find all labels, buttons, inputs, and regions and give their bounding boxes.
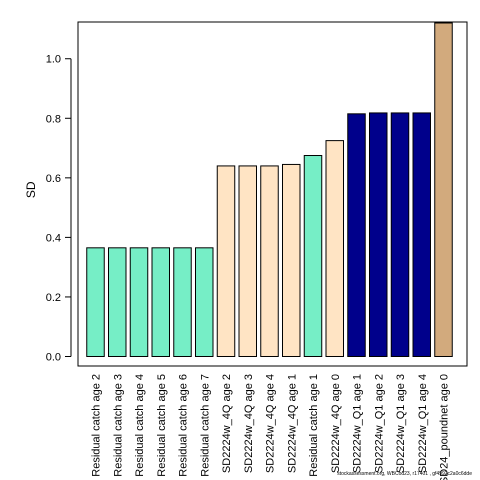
bar — [238, 165, 257, 357]
bar — [151, 247, 170, 357]
bar — [260, 165, 279, 357]
bar — [412, 112, 431, 358]
x-tick-label: SD2224w_Q1 age 3 — [395, 374, 407, 473]
x-tick-label: Residual catch age 6 — [178, 374, 190, 477]
bar — [129, 247, 149, 357]
y-tick-label: 0.8 — [46, 113, 61, 125]
x-tick-label: SD2224w_4Q age 4 — [265, 374, 277, 473]
x-tick-label: Residual catch age 5 — [156, 374, 168, 477]
y-tick-label: 0.6 — [46, 173, 61, 185]
x-tick-label: SD2224w_4Q age 0 — [330, 374, 342, 473]
x-tick-label: Residual catch age 3 — [112, 374, 124, 477]
bar — [108, 247, 127, 357]
bar — [216, 165, 236, 357]
x-tick-label: SD2224w_Q1 age 4 — [417, 374, 429, 473]
x-tick-label: SD2224w_4Q age 1 — [286, 374, 298, 473]
bar — [325, 140, 344, 357]
x-tick-label: SD2224w_Q1 age 2 — [373, 374, 385, 473]
y-tick-label: 0.4 — [46, 232, 61, 244]
bar — [86, 247, 105, 357]
x-tick-label: Residual catch age 4 — [134, 374, 146, 477]
x-tick-label: Residual catch age 2 — [91, 374, 103, 477]
y-tick-label: 0.2 — [46, 292, 61, 304]
bar — [369, 112, 388, 358]
bar — [303, 155, 323, 357]
footer-caption: stockassessment.org, WBCod23, r17401 , g… — [337, 471, 472, 477]
bars-group — [86, 22, 453, 358]
y-tick-label: 1.0 — [46, 54, 61, 66]
x-tick-label: SD2224w_Q1 age 1 — [352, 374, 364, 473]
y-axis-label: SD — [24, 181, 38, 198]
bar — [390, 112, 410, 358]
bar — [347, 113, 366, 357]
bar — [195, 247, 214, 357]
x-axis-labels: Residual catch age 2 Residual catch age 3… — [91, 374, 451, 480]
y-axis: 0.0 0.2 0.4 0.6 0.8 1.0 — [46, 54, 72, 364]
x-tick-label: Residual catch age 1 — [308, 374, 320, 477]
plot-frame — [77, 21, 468, 367]
y-tick-label: 0.0 — [46, 352, 61, 364]
x-tick-label: SD2224w_4Q age 2 — [221, 374, 233, 473]
x-tick-label: SD2224w_4Q age 3 — [243, 374, 255, 473]
bar — [173, 247, 192, 357]
x-tick-label: SD24_poundnet age 0 — [439, 374, 451, 480]
bar — [282, 163, 301, 357]
bar — [434, 22, 453, 357]
x-tick-label: Residual catch age 7 — [199, 374, 211, 477]
